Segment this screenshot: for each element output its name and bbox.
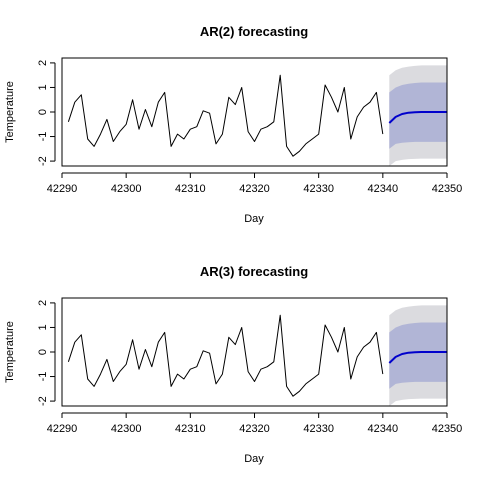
plot-frame [61,297,448,407]
x-tick-label: 42320 [239,423,270,435]
x-tick-label: 42300 [111,183,142,195]
x-tick-label: 42330 [303,423,334,435]
y-tick-label: -2 [37,396,49,406]
panel-ar2: AR(2) forecasting Temperature Day 42290 4… [4,24,462,225]
x-tick-label: 42290 [47,183,78,195]
x-tick-label: 42350 [432,183,463,195]
series-line-forecast [388,351,447,364]
y-tick-label: -1 [37,132,49,142]
y-axis-label: Temperature [4,81,16,143]
x-tick-label: 42330 [303,183,334,195]
y-tick-label: 0 [37,349,49,355]
x-tick-label: 42290 [47,423,78,435]
x-axis-label: Day [244,213,264,225]
plot-area: 42290 42300 42310 42320 42330 42340 42350 -2 -1 0… [37,57,463,195]
y-tick-label: 2 [37,300,49,306]
chart-title: AR(2) forecasting [200,24,308,39]
series-line-observed [67,314,384,397]
prediction-band-inner [389,82,447,149]
prediction-band-inner [389,322,447,389]
x-tick-label: 42340 [368,183,399,195]
series-line-forecast [388,111,447,124]
x-tick-label: 42320 [239,183,270,195]
x-tick-label: 42340 [368,423,399,435]
x-tick-label: 42310 [175,183,206,195]
y-tick-label: 2 [37,60,49,66]
x-tick-label: 42310 [175,423,206,435]
x-tick-label: 42300 [111,423,142,435]
y-tick-label: 1 [37,324,49,330]
plot-frame [61,57,448,167]
y-tick-label: 1 [37,84,49,90]
y-tick-label: 0 [37,109,49,115]
panel-ar3: AR(3) forecasting Temperature Day 42290 4… [4,264,462,465]
y-axis-label: Temperature [4,321,16,383]
chart-title: AR(3) forecasting [200,264,308,279]
y-tick-label: -1 [37,372,49,382]
x-tick-label: 42350 [432,423,463,435]
series-line-observed [67,74,384,157]
x-axis-label: Day [244,453,264,465]
y-tick-label: -2 [37,156,49,166]
plot-area: 42290 42300 42310 42320 42330 42340 42350 -2 -1 0… [37,297,463,435]
